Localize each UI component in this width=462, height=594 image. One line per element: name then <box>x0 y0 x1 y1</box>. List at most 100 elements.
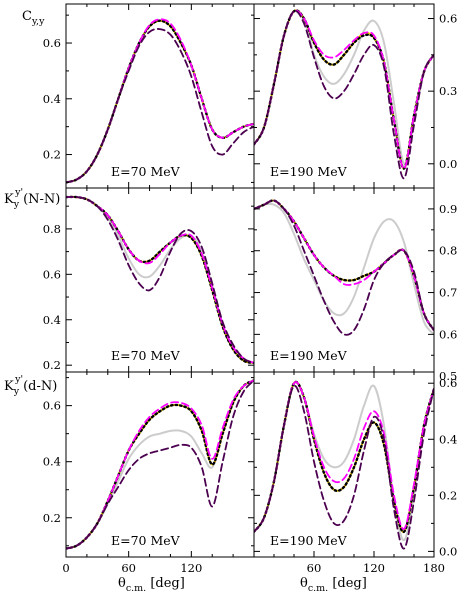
series-line-1 <box>66 195 254 364</box>
ylabel-row2-tail: (N-N) <box>23 192 60 207</box>
series-line-0 <box>66 379 254 550</box>
series-line-3 <box>254 199 434 332</box>
y-tick-label: 0.9 <box>439 202 457 216</box>
y-tick-label: 0.4 <box>43 455 61 469</box>
series-line-1 <box>66 379 254 550</box>
series-group <box>66 18 254 184</box>
y-tick-label: 0.4 <box>43 313 61 327</box>
panel-frame <box>253 371 435 558</box>
energy-label: E=190 MeV <box>270 533 348 548</box>
y-tick-label: 0.2 <box>43 358 61 372</box>
series-line-1 <box>254 9 434 170</box>
series-group <box>254 199 434 336</box>
series-line-3 <box>66 379 254 550</box>
y-tick-label: 0.7 <box>439 286 457 300</box>
ylabel-row1: Cy,y <box>22 9 45 27</box>
energy-label: E=70 MeV <box>111 348 181 363</box>
y-tick-label: 0.6 <box>439 12 457 26</box>
panel-frame <box>65 187 255 373</box>
energy-label: E=190 MeV <box>270 348 348 363</box>
y-tick-label: 0.5 <box>439 369 457 383</box>
x-tick-label: 120 <box>180 561 202 575</box>
series-line-4 <box>254 385 434 550</box>
series-line-1 <box>254 199 434 332</box>
x-tick-label: 0 <box>62 561 69 575</box>
xlabel-left-main: θ <box>118 576 126 591</box>
series-line-0 <box>66 195 254 364</box>
y-tick-label: 0.2 <box>43 511 61 525</box>
y-tick-label: 0.6 <box>439 376 457 390</box>
series-line-3 <box>254 9 434 170</box>
ylabel-row1-main: C <box>22 9 32 24</box>
y-tick-label: 0.3 <box>439 84 457 98</box>
series-line-4 <box>254 199 434 336</box>
series-line-2 <box>254 9 434 170</box>
y-tick-label: 0.2 <box>439 488 457 502</box>
series-line-0 <box>254 202 434 336</box>
ylabel-row3: Kyy'(d-N) <box>4 374 57 397</box>
x-tick-label: 60 <box>121 561 136 575</box>
ylabel-row3-tail: (d-N) <box>23 379 57 394</box>
y-tick-label: 0.6 <box>43 267 61 281</box>
xlabel-right-main: θ <box>300 576 308 591</box>
series-line-3 <box>254 381 434 533</box>
y-tick-label: 0.4 <box>43 92 61 106</box>
panel-row3-left: 0.2 0.4 0.6 0 60 120 E=70 MeV <box>43 371 255 575</box>
y-tick-label: 0.0 <box>439 544 457 558</box>
series-line-2 <box>254 199 434 332</box>
xlabel-left: θc.m. [deg] <box>118 576 185 594</box>
xlabel-right: θc.m. [deg] <box>300 576 367 594</box>
xlabel-left-sub: c.m. <box>126 583 146 594</box>
series-group <box>254 380 434 550</box>
series-line-3 <box>66 196 254 364</box>
panel-row1-left: 0.2 0.4 0.6 E=70 MeV <box>43 3 255 189</box>
xlabel-left-unit: [deg] <box>146 576 185 591</box>
ylabel-row2-sub: y <box>13 199 20 210</box>
xlabel-right-sub: c.m. <box>308 583 328 594</box>
y-tick-label: 0.6 <box>43 36 61 50</box>
series-line-2 <box>66 19 254 184</box>
xlabel-right-unit: [deg] <box>328 576 367 591</box>
energy-label: E=190 MeV <box>270 164 348 179</box>
panel-row3-right: 0.0 0.2 0.4 0.6 60 120 180 E=190 MeV <box>253 371 457 575</box>
y-tick-label: 0.8 <box>439 244 457 258</box>
x-tick-label: 60 <box>307 561 322 575</box>
series-line-4 <box>254 10 434 180</box>
series-line-1 <box>254 381 434 533</box>
energy-label: E=70 MeV <box>111 533 181 548</box>
series-line-4 <box>66 196 254 364</box>
y-tick-label: 0.6 <box>43 399 61 413</box>
panel-row2-left: 0.2 0.4 0.6 0.8 E=70 MeV <box>43 187 255 373</box>
series-line-2 <box>66 379 254 550</box>
series-line-0 <box>254 9 434 165</box>
x-tick-label: 120 <box>363 561 385 575</box>
y-tick-label: 0.2 <box>43 148 61 162</box>
series-group <box>66 195 254 365</box>
series-group <box>254 9 434 180</box>
energy-label: E=70 MeV <box>111 164 181 179</box>
y-tick-label: 0.6 <box>439 327 457 341</box>
series-line-4 <box>66 28 254 184</box>
series-group <box>66 379 254 550</box>
series-line-2 <box>254 380 434 533</box>
ylabel-row2-sup: y' <box>14 187 23 198</box>
y-tick-label: 0.8 <box>43 222 61 236</box>
ylabel-row3-main: K <box>4 379 14 394</box>
x-tick-label: 180 <box>423 561 445 575</box>
panel-row1-right: 0.0 0.3 0.6 E=190 MeV <box>253 3 457 189</box>
series-line-4 <box>66 379 254 550</box>
y-tick-label: 0.4 <box>439 432 457 446</box>
series-line-1 <box>66 19 254 184</box>
series-line-0 <box>66 19 254 184</box>
series-line-2 <box>66 195 254 365</box>
series-line-3 <box>66 18 254 184</box>
panel-row2-right: 0.5 0.6 0.7 0.8 0.9 E=190 MeV <box>253 187 457 383</box>
ylabel-row3-sub: y <box>13 386 20 397</box>
ylabel-row2-main: K <box>4 192 14 207</box>
ylabel-row2: Kyy'(N-N) <box>4 187 60 210</box>
y-tick-label: 0.0 <box>439 157 457 171</box>
ylabel-row1-sub: y,y <box>31 16 45 27</box>
series-line-0 <box>254 381 434 542</box>
